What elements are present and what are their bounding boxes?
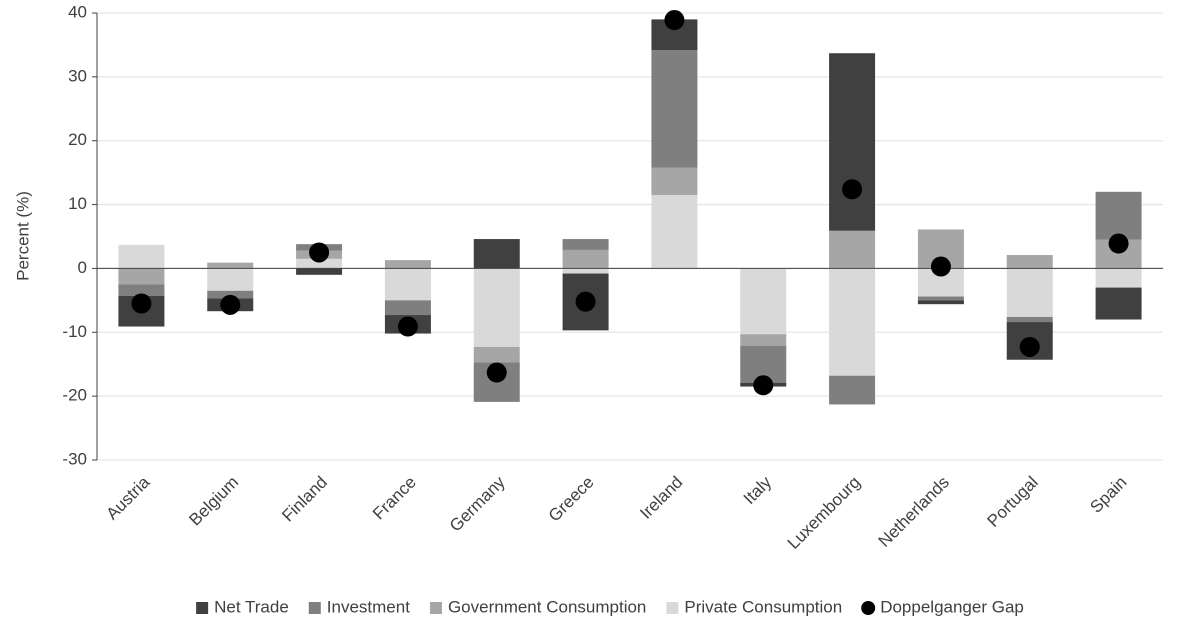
bar-segment xyxy=(1006,316,1053,323)
point xyxy=(220,294,241,315)
point xyxy=(753,375,774,396)
point xyxy=(1019,336,1040,357)
y-tick-label: -20 xyxy=(62,386,87,405)
legend: Net Trade Investment Government Consumptio… xyxy=(196,597,1024,616)
bar-segment xyxy=(473,268,520,347)
bar-segment xyxy=(829,53,876,231)
bar-segment xyxy=(740,334,787,346)
point xyxy=(397,316,418,337)
y-tick-label: 0 xyxy=(78,258,87,277)
bar-segment xyxy=(207,290,254,299)
bar-segment xyxy=(917,300,964,305)
point xyxy=(309,242,330,263)
legend-label: Doppelganger Gap xyxy=(880,597,1024,616)
x-tick-label: Netherlands xyxy=(875,473,953,551)
bar-segment xyxy=(1095,268,1142,288)
x-tick-label: Spain xyxy=(1086,473,1130,517)
x-tick-label: Italy xyxy=(740,472,776,508)
bar-segment xyxy=(1095,287,1142,320)
bar-segment xyxy=(207,268,254,291)
legend-marker xyxy=(861,601,876,615)
bar-segment xyxy=(829,230,876,269)
y-tick-label: -30 xyxy=(62,449,87,468)
point xyxy=(930,256,951,277)
bar-segment xyxy=(296,258,343,269)
legend-marker xyxy=(666,602,679,614)
x-tick-label: France xyxy=(369,473,420,524)
bar-segment xyxy=(740,268,787,335)
y-tick-label: 20 xyxy=(68,130,87,149)
legend-label: Government Consumption xyxy=(448,597,646,616)
point xyxy=(1108,233,1129,254)
bar-segment xyxy=(1006,268,1053,317)
grid xyxy=(97,12,1163,461)
x-tick-label: Austria xyxy=(103,472,154,523)
bar-segment xyxy=(473,346,520,363)
y-tick-label: 10 xyxy=(68,194,87,213)
legend-marker xyxy=(308,602,321,614)
bar-segment xyxy=(296,268,343,275)
legend-marker xyxy=(429,602,442,614)
point xyxy=(131,293,152,314)
legend-label: Private Consumption xyxy=(684,597,842,616)
legend-label: Net Trade xyxy=(214,597,289,616)
bar-segment xyxy=(917,296,964,301)
bar-segment xyxy=(1095,191,1142,240)
point xyxy=(842,179,863,200)
bar-segment xyxy=(651,50,698,168)
point xyxy=(664,10,685,31)
bar-segment xyxy=(562,268,609,274)
bar-segment xyxy=(473,239,520,269)
bar-segment xyxy=(562,249,609,269)
legend-label: Investment xyxy=(327,597,410,616)
x-tick-label: Luxembourg xyxy=(784,473,864,553)
bar-segment xyxy=(207,262,254,269)
bar-segment xyxy=(829,268,876,376)
bar-segment xyxy=(651,194,698,269)
x-tick-label: Belgium xyxy=(185,473,242,530)
x-tick-label: Finland xyxy=(278,473,331,526)
y-tick-label: -10 xyxy=(62,322,87,341)
bar-segment xyxy=(118,284,165,296)
y-tick-label: 30 xyxy=(68,66,87,85)
bar-segment xyxy=(384,268,431,301)
bar-segment xyxy=(651,167,698,195)
bar-segment xyxy=(1006,255,1053,269)
y-axis-label: Percent (%) xyxy=(13,191,32,281)
x-tick-label: Portugal xyxy=(984,473,1042,531)
x-tick-label: Germany xyxy=(446,472,509,535)
x-tick-label: Greece xyxy=(545,473,598,526)
point xyxy=(575,291,596,312)
point xyxy=(486,362,507,383)
bar-segment xyxy=(384,260,431,269)
bar-segment xyxy=(829,375,876,405)
bar-segment xyxy=(384,300,431,316)
bar-segment xyxy=(118,244,165,269)
y-tick-label: 40 xyxy=(68,2,87,21)
legend-marker xyxy=(196,602,209,614)
bar-segment xyxy=(562,239,609,250)
x-tick-label: Ireland xyxy=(636,473,686,523)
bar-segment xyxy=(118,268,165,285)
